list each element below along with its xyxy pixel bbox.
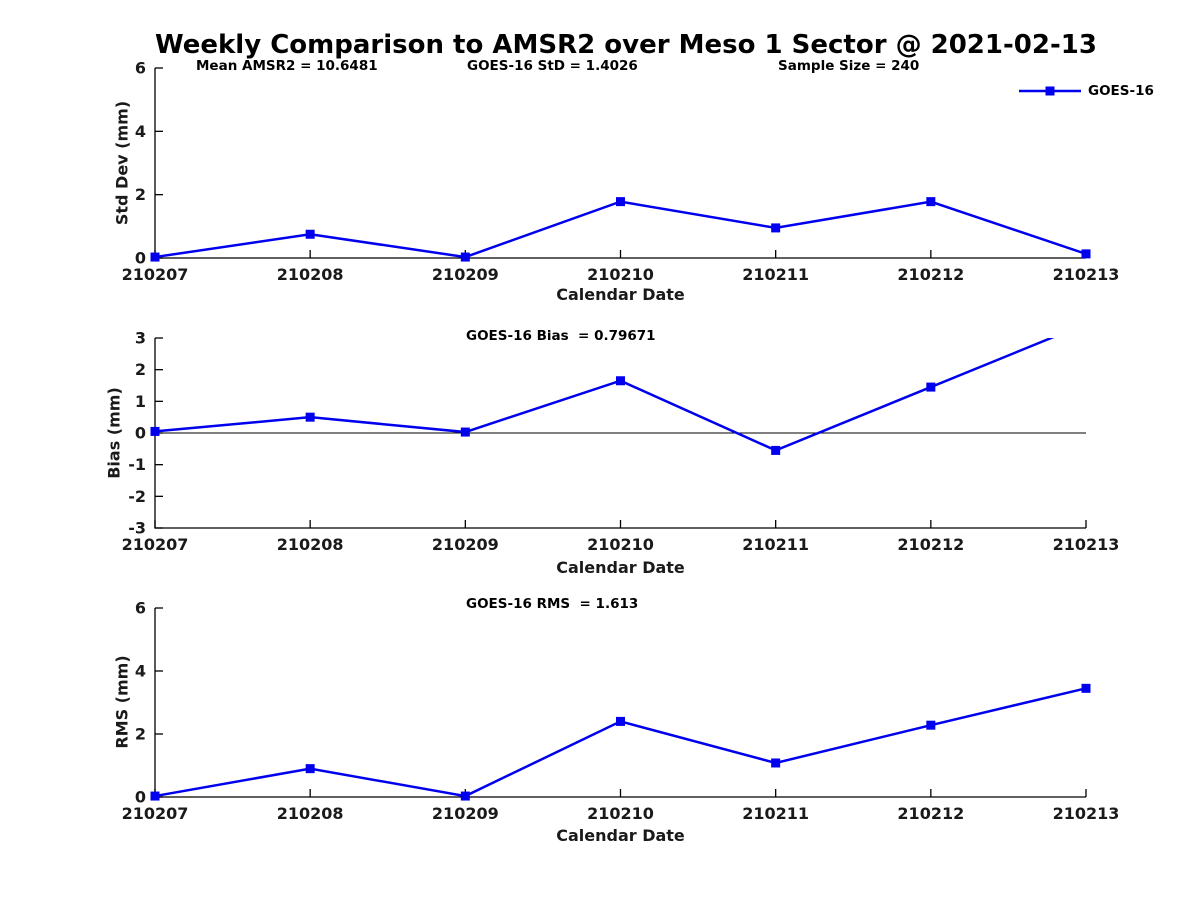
x-tick-label: 210210	[587, 535, 654, 554]
data-point-marker	[771, 445, 781, 455]
data-point-marker	[926, 720, 936, 730]
data-point-marker	[305, 412, 315, 422]
data-point-marker	[926, 197, 936, 207]
chart-panel-0: 0 2 4 6 210207 210208 210209 210210 210211 210212…	[122, 59, 1120, 285]
data-point-marker	[1081, 683, 1091, 693]
y-tick-label: 2	[135, 185, 146, 204]
y-tick-label: 0	[135, 249, 146, 268]
x-tick-label: 210209	[432, 804, 499, 823]
chart-panel-2: 0 2 4 6 210207 210208 210209 210210 210211 210212…	[122, 599, 1120, 824]
data-point-marker	[616, 197, 625, 207]
x-tick-label: 210209	[432, 535, 499, 554]
legend: GOES-16	[1019, 83, 1154, 99]
series-line-goes-16	[154, 200, 1087, 259]
data-point-marker	[460, 791, 470, 801]
x-tick-label: 210212	[897, 535, 964, 554]
series-line-goes-16	[154, 687, 1087, 798]
x-tick-label: 210208	[277, 804, 344, 823]
x-tick-label: 210212	[897, 804, 964, 823]
y-tick-label: -1	[128, 455, 146, 474]
data-point-marker	[616, 716, 625, 726]
data-point-marker	[305, 229, 315, 239]
y-tick-label: 4	[135, 122, 146, 141]
x-tick-label: 210213	[1053, 804, 1120, 823]
y-tick-label: 6	[135, 59, 146, 78]
annotation-mean-amsr2: Mean AMSR2 = 10.6481	[196, 58, 378, 74]
data-point-marker	[926, 382, 936, 392]
x-tick-label: 210209	[432, 265, 499, 284]
figure-title: Weekly Comparison to AMSR2 over Meso 1 S…	[155, 30, 1097, 60]
y-tick-label: 0	[135, 424, 146, 443]
axis-frame	[154, 68, 1086, 259]
data-point-marker	[150, 252, 160, 262]
y-tick-label: -3	[128, 519, 146, 538]
data-point-marker	[460, 252, 470, 262]
stddev-x-axis-label: Calendar Date	[556, 285, 685, 304]
data-point-marker	[150, 791, 160, 801]
x-tick-label: 210207	[122, 265, 189, 284]
legend-label: GOES-16	[1088, 83, 1154, 99]
x-tick-label: 210210	[587, 265, 654, 284]
x-tick-label: 210211	[742, 535, 809, 554]
y-tick-label: 0	[135, 788, 146, 807]
data-point-marker	[771, 223, 781, 233]
bias-x-axis-label: Calendar Date	[556, 558, 685, 577]
bias-chart-title: GOES-16 Bias = 0.79671	[466, 328, 656, 344]
data-point-marker	[150, 426, 160, 436]
axis-frame	[154, 608, 1086, 798]
annotation-goes16-std: GOES-16 StD = 1.4026	[467, 58, 638, 74]
x-tick-label: 210208	[277, 535, 344, 554]
x-tick-label: 210207	[122, 535, 189, 554]
x-tick-label: 210211	[742, 804, 809, 823]
rms-x-axis-label: Calendar Date	[556, 826, 685, 845]
rms-y-axis-label: RMS (mm)	[112, 655, 132, 749]
data-point-marker	[616, 376, 625, 386]
x-tick-label: 210213	[1053, 265, 1120, 284]
y-tick-label: 1	[135, 392, 146, 411]
y-tick-label: 2	[135, 725, 146, 744]
y-tick-label: 4	[135, 662, 146, 681]
y-tick-label: 6	[135, 599, 146, 618]
x-tick-label: 210211	[742, 265, 809, 284]
stddev-y-axis-label: Std Dev (mm)	[112, 100, 132, 226]
legend-line-icon	[1019, 86, 1081, 96]
x-tick-label: 210213	[1053, 535, 1120, 554]
data-point-marker	[460, 427, 470, 437]
x-tick-label: 210212	[897, 265, 964, 284]
x-tick-label: 210210	[587, 804, 654, 823]
data-point-marker	[305, 764, 315, 774]
bias-y-axis-label: Bias (mm)	[104, 387, 124, 479]
rms-chart-title: GOES-16 RMS = 1.613	[466, 596, 639, 612]
data-point-marker	[771, 758, 781, 768]
y-tick-label: 2	[135, 360, 146, 379]
x-tick-label: 210207	[122, 804, 189, 823]
annotation-sample-size: Sample Size = 240	[778, 58, 920, 74]
data-point-marker	[1081, 249, 1091, 259]
y-tick-label: -2	[128, 487, 146, 506]
x-tick-label: 210208	[277, 265, 344, 284]
y-tick-label: 3	[135, 329, 146, 348]
